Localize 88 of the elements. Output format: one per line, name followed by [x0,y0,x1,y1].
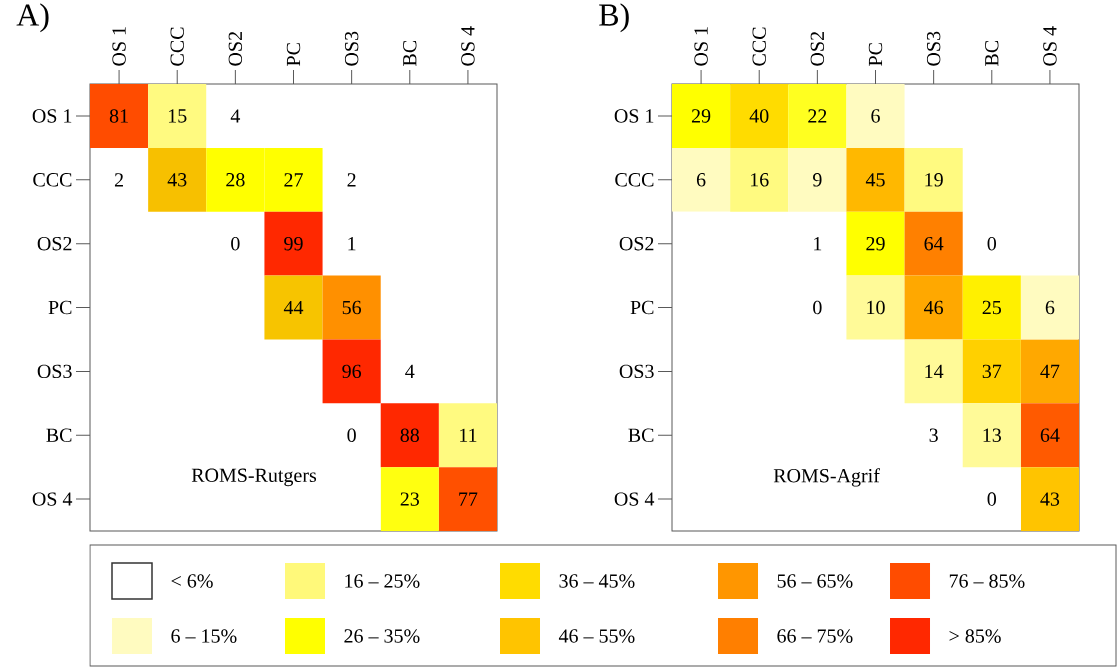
data-label: 13 [983,428,1002,442]
y-tick-label: CCC [33,173,72,187]
data-label: 56 [342,300,362,315]
data-label: 28 [226,173,245,187]
x-tick-label: BC [403,40,417,66]
y-tick-label: OS3 [619,364,654,379]
data-label: 96 [342,364,362,379]
x-tick-label: OS 1 [112,27,126,66]
y-tick-label: PC [48,300,72,315]
data-label: 47 [1040,364,1060,378]
x-tick-label: CCC [752,27,766,66]
category-label: 6 – 15% [171,629,237,643]
x-tick-label: PC [868,43,883,66]
x-tick-label: PC [286,43,301,66]
data-label: 22 [808,109,827,123]
data-label: 11 [460,428,477,442]
x-tick-label: OS2 [228,32,243,66]
x-tick-label: OS3 [926,31,941,66]
data-label: 64 [924,236,944,251]
x-tick-label: OS 4 [1043,26,1057,66]
data-label: 1 [814,237,822,251]
data-label: 99 [284,236,303,251]
data-label: 1 [348,237,356,251]
data-label: 43 [1040,492,1060,506]
category-label: > 85% [949,629,1001,643]
x-tick-label: OS 4 [461,26,475,66]
data-label: 29 [691,109,711,123]
data-label: 27 [284,173,303,187]
data-label: 0 [813,300,822,315]
data-label: 3 [929,428,938,442]
data-label: 37 [982,364,1002,379]
data-label: 81 [109,109,128,123]
y-tick-label: OS 4 [614,492,655,506]
annotation: ROMS-Rutgers [191,468,317,487]
category-label: 36 – 45% [559,574,635,588]
x-tick-label: BC [985,40,999,66]
data-label: 2 [114,173,123,187]
x-tick-label: OS2 [810,32,825,66]
y-tick-label: PC [630,300,654,315]
data-label: 29 [866,236,885,251]
category-label: 46 – 55% [558,629,635,643]
category-label: 16 – 25% [345,574,420,588]
chart-title: B) [599,3,629,33]
data-label: 23 [400,492,420,506]
data-label: 15 [168,109,187,123]
y-tick-label: OS 1 [32,109,72,123]
y-tick-label: OS2 [619,236,654,251]
data-label: 14 [925,364,944,378]
data-label: 10 [867,300,885,315]
data-label: 0 [231,236,240,251]
data-label: 88 [400,428,420,442]
y-tick-label: CCC [615,173,654,187]
category-label: 76 – 85% [949,574,1025,588]
chart-title: A) [16,3,49,33]
y-tick-label: OS2 [37,236,72,251]
y-tick-label: BC [628,428,654,442]
data-label: 43 [167,173,187,187]
data-label: 77 [459,492,478,506]
data-label: 0 [347,428,356,442]
data-label: 6 [1045,300,1055,315]
data-label: 44 [283,300,304,315]
x-tick-label: CCC [170,27,184,66]
data-label: 2 [347,173,356,187]
data-label: 40 [749,109,769,123]
data-label: 64 [1040,428,1060,442]
y-tick-label: OS 1 [614,109,654,123]
data-label: 6 [696,173,706,187]
y-tick-label: BC [46,428,72,442]
data-label: 19 [925,173,943,187]
data-label: 9 [813,173,822,187]
annotation: ROMS-Agrif [773,468,880,487]
data-label: 4 [230,109,241,123]
x-tick-label: OS3 [344,31,359,66]
data-label: 16 [750,173,769,187]
y-tick-label: OS3 [37,364,72,379]
category-label: 56 – 65% [777,574,853,588]
x-tick-label: OS 1 [694,27,708,66]
data-label: 6 [871,109,880,123]
data-label: 0 [987,236,997,251]
category-label: 66 – 75% [777,629,853,643]
category-label: < 6% [171,574,213,588]
data-label: 4 [405,364,415,378]
data-label: 0 [987,492,997,506]
data-label: 46 [924,300,944,315]
data-label: 25 [982,300,1002,315]
data-label: 45 [865,173,885,187]
category-label: 26 – 35% [344,629,420,643]
y-tick-label: OS 4 [32,492,73,506]
